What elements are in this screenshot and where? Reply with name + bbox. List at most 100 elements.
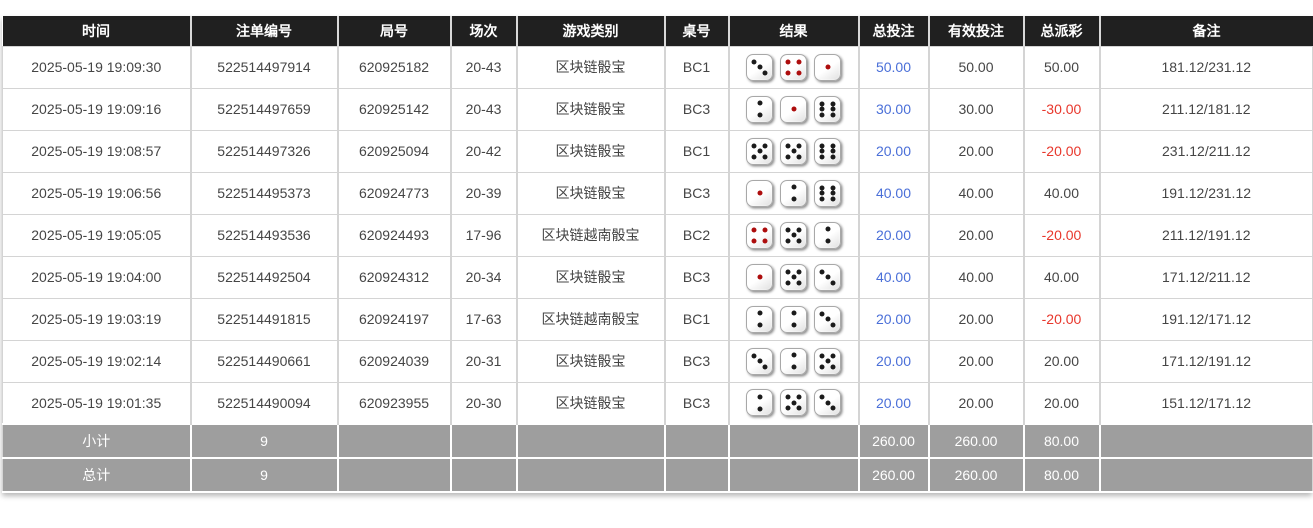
cell-total-bet[interactable]: 20.00 — [857, 129, 930, 173]
cell-round-id: 620923955 — [336, 381, 452, 425]
table-row: 2025-05-19 19:01:35 522514490094 6209239… — [2, 381, 1313, 425]
cell-bet-id: 522514491815 — [189, 297, 339, 341]
summary-payout: 80.00 — [1022, 423, 1101, 459]
summary-empty-cell — [449, 423, 518, 459]
summary-empty-cell — [449, 457, 518, 493]
cell-round-id: 620924773 — [336, 171, 452, 215]
summary-valid-bet: 260.00 — [927, 457, 1025, 493]
table-row: 2025-05-19 19:09:16 522514497659 6209251… — [2, 87, 1313, 131]
cell-table-no: BC3 — [663, 255, 730, 299]
cell-table-no: BC2 — [663, 213, 730, 257]
cell-result — [727, 213, 860, 257]
summary-total-bet: 260.00 — [857, 423, 930, 459]
cell-session: 20-30 — [449, 381, 518, 425]
cell-time: 2025-05-19 19:08:57 — [2, 129, 192, 173]
die-2 — [780, 179, 807, 207]
summary-count: 9 — [189, 423, 339, 459]
col-header-bet-id: 注单编号 — [189, 16, 339, 46]
die-4 — [746, 221, 773, 249]
cell-session: 20-42 — [449, 129, 518, 173]
col-header-session: 场次 — [449, 16, 518, 46]
cell-total-bet[interactable]: 40.00 — [857, 171, 930, 215]
die-6 — [814, 179, 841, 207]
cell-session: 17-96 — [449, 213, 518, 257]
col-header-game: 游戏类别 — [515, 16, 666, 46]
cell-total-bet[interactable]: 20.00 — [857, 339, 930, 383]
summary-empty-cell — [663, 423, 730, 459]
cell-round-id: 620925182 — [336, 45, 452, 89]
cell-payout: 20.00 — [1022, 339, 1101, 383]
summary-label: 总计 — [2, 457, 192, 493]
dice-result — [730, 137, 858, 165]
cell-bet-id: 522514492504 — [189, 255, 339, 299]
die-5 — [814, 347, 841, 375]
cell-table-no: BC3 — [663, 87, 730, 131]
cell-total-bet[interactable]: 50.00 — [857, 45, 930, 89]
die-5 — [746, 137, 773, 165]
cell-remark: 181.12/231.12 — [1098, 45, 1313, 89]
cell-round-id: 620924197 — [336, 297, 452, 341]
cell-total-bet[interactable]: 20.00 — [857, 297, 930, 341]
cell-valid-bet: 50.00 — [927, 45, 1025, 89]
table-row: 2025-05-19 19:03:19 522514491815 6209241… — [2, 297, 1313, 341]
cell-session: 20-39 — [449, 171, 518, 215]
cell-bet-id: 522514497914 — [189, 45, 339, 89]
cell-remark: 171.12/211.12 — [1098, 255, 1313, 299]
cell-total-bet[interactable]: 20.00 — [857, 213, 930, 257]
cell-session: 17-63 — [449, 297, 518, 341]
cell-payout: 40.00 — [1022, 255, 1101, 299]
cell-payout: -30.00 — [1022, 87, 1101, 131]
summary-total-bet: 260.00 — [857, 457, 930, 493]
cell-remark: 211.12/181.12 — [1098, 87, 1313, 131]
die-5 — [780, 137, 807, 165]
cell-total-bet[interactable]: 20.00 — [857, 381, 930, 425]
col-header-time: 时间 — [2, 16, 192, 46]
die-1 — [780, 95, 807, 123]
summary-count: 9 — [189, 457, 339, 493]
summary-empty-cell — [727, 423, 860, 459]
cell-result — [727, 339, 860, 383]
cell-payout: 20.00 — [1022, 381, 1101, 425]
cell-game: 区块链越南骰宝 — [515, 213, 666, 257]
cell-round-id: 620925094 — [336, 129, 452, 173]
summary-label: 小计 — [2, 423, 192, 459]
cell-time: 2025-05-19 19:04:00 — [2, 255, 192, 299]
cell-session: 20-34 — [449, 255, 518, 299]
cell-valid-bet: 40.00 — [927, 255, 1025, 299]
cell-table-no: BC3 — [663, 171, 730, 215]
cell-game: 区块链骰宝 — [515, 45, 666, 89]
cell-table-no: BC1 — [663, 45, 730, 89]
die-6 — [814, 137, 841, 165]
cell-game: 区块链骰宝 — [515, 339, 666, 383]
cell-game: 区块链骰宝 — [515, 381, 666, 425]
die-1 — [746, 263, 773, 291]
cell-total-bet[interactable]: 40.00 — [857, 255, 930, 299]
cell-bet-id: 522514490661 — [189, 339, 339, 383]
die-1 — [746, 179, 773, 207]
cell-game: 区块链骰宝 — [515, 255, 666, 299]
cell-valid-bet: 20.00 — [927, 381, 1025, 425]
cell-remark: 191.12/231.12 — [1098, 171, 1313, 215]
table-row: 2025-05-19 19:02:14 522514490661 6209240… — [2, 339, 1313, 383]
cell-bet-id: 522514493536 — [189, 213, 339, 257]
cell-remark: 231.12/211.12 — [1098, 129, 1313, 173]
table-row: 2025-05-19 19:09:30 522514497914 6209251… — [2, 45, 1313, 89]
cell-payout: -20.00 — [1022, 297, 1101, 341]
die-2 — [746, 95, 773, 123]
summary-empty-cell — [336, 457, 452, 493]
cell-game: 区块链骰宝 — [515, 87, 666, 131]
cell-total-bet[interactable]: 30.00 — [857, 87, 930, 131]
cell-result — [727, 255, 860, 299]
summary-empty-cell — [663, 457, 730, 493]
cell-time: 2025-05-19 19:01:35 — [2, 381, 192, 425]
summary-empty-cell — [336, 423, 452, 459]
cell-valid-bet: 20.00 — [927, 339, 1025, 383]
cell-remark: 211.12/191.12 — [1098, 213, 1313, 257]
dice-result — [730, 179, 858, 207]
cell-table-no: BC1 — [663, 129, 730, 173]
bet-records-table: 时间 注单编号 局号 场次 游戏类别 桌号 结果 总投注 有效投注 总派彩 备注… — [2, 16, 1313, 493]
table-row: 2025-05-19 19:04:00 522514492504 6209243… — [2, 255, 1313, 299]
cell-result — [727, 381, 860, 425]
dice-result — [730, 305, 858, 333]
summary-empty-cell — [515, 457, 666, 493]
